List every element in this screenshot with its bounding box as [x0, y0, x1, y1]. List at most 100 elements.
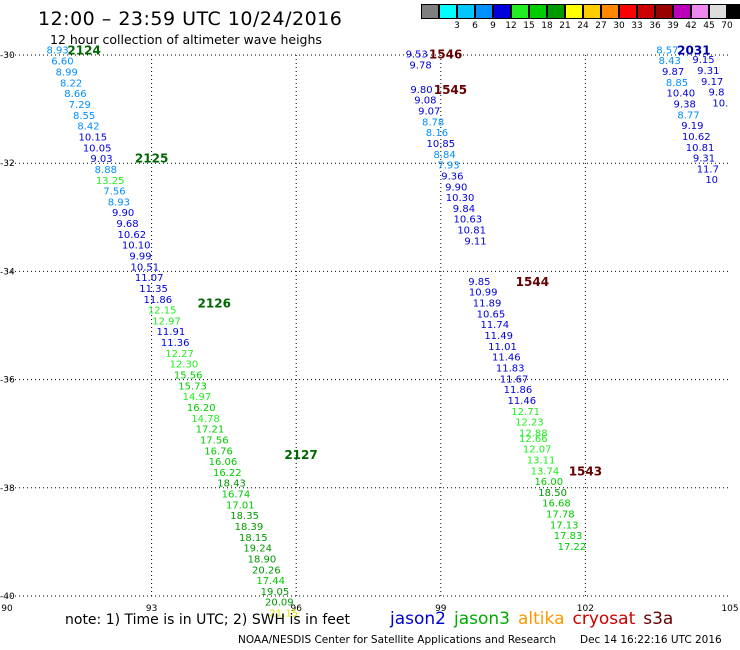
track-value: 8.55	[73, 111, 95, 122]
lon-tick-label: 93	[146, 604, 157, 614]
pass-number: 2126	[198, 297, 231, 311]
track-value: 15.56	[174, 371, 203, 382]
scale-swatch	[727, 4, 740, 19]
track-value: 13.25	[96, 176, 125, 187]
track-value: 10.99	[469, 288, 498, 299]
track-value: 18.90	[248, 554, 277, 565]
track-value: 10.10	[122, 241, 151, 252]
footer-date: Dec 14 16:22:16 UTC 2016	[580, 634, 722, 646]
track-value: 9.31	[693, 154, 715, 165]
track-value: 8.43	[659, 56, 681, 67]
track-value: 16.06	[209, 457, 238, 468]
scale-label: 33	[631, 21, 643, 31]
track-value: 16.20	[187, 403, 216, 414]
legend-item: jason3	[454, 609, 510, 629]
track-value: 12.97	[152, 316, 181, 327]
track-value: 16.22	[213, 468, 242, 479]
pass-number: 1545	[434, 83, 467, 97]
scale-swatch	[439, 4, 457, 19]
track-value: 10.62	[682, 132, 711, 143]
track-value: 10.51	[131, 262, 160, 273]
track-value: 11.86	[144, 295, 173, 306]
footer-credit: NOAA/NESDIS Center for Satellite Applica…	[238, 634, 556, 646]
scale-swatch	[511, 4, 529, 19]
track-value: 11.35	[139, 284, 168, 295]
track-value: 10.	[712, 98, 728, 109]
track-value: 9.80	[410, 85, 432, 96]
track-value: 6.60	[51, 57, 73, 68]
pass-number: 2125	[135, 152, 168, 166]
track-value: 14.97	[183, 392, 212, 403]
track-value: 9.38	[674, 99, 696, 110]
lon-tick-label: 102	[577, 604, 594, 614]
track-value: 8.99	[56, 68, 78, 79]
scale-label: 12	[505, 21, 517, 31]
scale-swatch	[529, 4, 547, 19]
scale-swatch	[601, 4, 619, 19]
track-value: 17.44	[256, 576, 285, 587]
track-value: 11.91	[157, 327, 186, 338]
track-value: 11.83	[496, 363, 525, 374]
track-value: 9.85	[468, 277, 490, 288]
track-value: 17.01	[226, 500, 255, 511]
lat-tick-label: -34	[0, 267, 15, 277]
track-value: 9.08	[414, 96, 436, 107]
track-value: 12.66	[519, 434, 548, 445]
track-value: 10	[705, 175, 718, 186]
pass-number: 2031	[677, 43, 710, 57]
track-value: 8.22	[60, 78, 82, 89]
track-value: 9.07	[418, 107, 440, 118]
track-value: 9.11	[464, 236, 486, 247]
track-value: 11.49	[484, 331, 513, 342]
track-value: 12.88	[519, 428, 548, 439]
pass-number: 1543	[569, 464, 602, 478]
track-value: 8.57	[656, 45, 678, 56]
track-value: 11.7	[697, 164, 719, 175]
track-value: 10.30	[446, 193, 475, 204]
page-subtitle: 12 hour collection of altimeter wave hei…	[50, 32, 322, 47]
track-value: 19.05	[261, 587, 290, 598]
track-value: 11.01	[488, 342, 517, 353]
scale-swatch	[655, 4, 673, 19]
lat-tick-label: -38	[0, 484, 15, 494]
pass-number: 1546	[429, 48, 462, 62]
scale-swatch	[457, 4, 475, 19]
track-value: 16.68	[542, 499, 571, 510]
track-value: 12.15	[148, 306, 177, 317]
scale-swatch	[547, 4, 565, 19]
track-value: 20.09	[265, 598, 294, 609]
track-value: 8.66	[64, 89, 86, 100]
track-value: 15.73	[178, 381, 207, 392]
scale-label: 21	[559, 21, 571, 31]
track-value: 10.63	[453, 215, 482, 226]
track-value: 9.36	[441, 171, 463, 182]
track-value: 8.88	[95, 165, 117, 176]
track-value: 11.67	[500, 374, 529, 385]
track-value: 9.15	[692, 55, 714, 66]
track-value: 8.93	[108, 197, 130, 208]
track-value: 18.39	[235, 522, 264, 533]
track-value: 8.42	[77, 122, 99, 133]
track-value: 13.74	[531, 466, 560, 477]
track-value: 21.15	[269, 609, 298, 620]
track-value: 12.07	[523, 445, 552, 456]
scale-swatch	[421, 4, 439, 19]
track-value: 11.36	[161, 338, 190, 349]
track-value: 18.35	[230, 511, 259, 522]
scale-swatch	[583, 4, 601, 19]
track-value: 19.24	[243, 544, 272, 555]
lat-tick-label: -36	[0, 376, 15, 386]
scale-swatch	[493, 4, 511, 19]
scale-label: 27	[595, 21, 607, 31]
lon-tick-label: 96	[290, 604, 302, 614]
track-value: 9.90	[112, 208, 134, 219]
legend-item: altika	[518, 609, 565, 629]
scale-label: 36	[649, 21, 661, 31]
track-value: 12.23	[515, 418, 544, 429]
track-value: 14.78	[191, 414, 220, 425]
track-value: 9.90	[445, 182, 467, 193]
legend-item: s3a	[643, 609, 674, 629]
track-value: 12.71	[511, 407, 540, 418]
